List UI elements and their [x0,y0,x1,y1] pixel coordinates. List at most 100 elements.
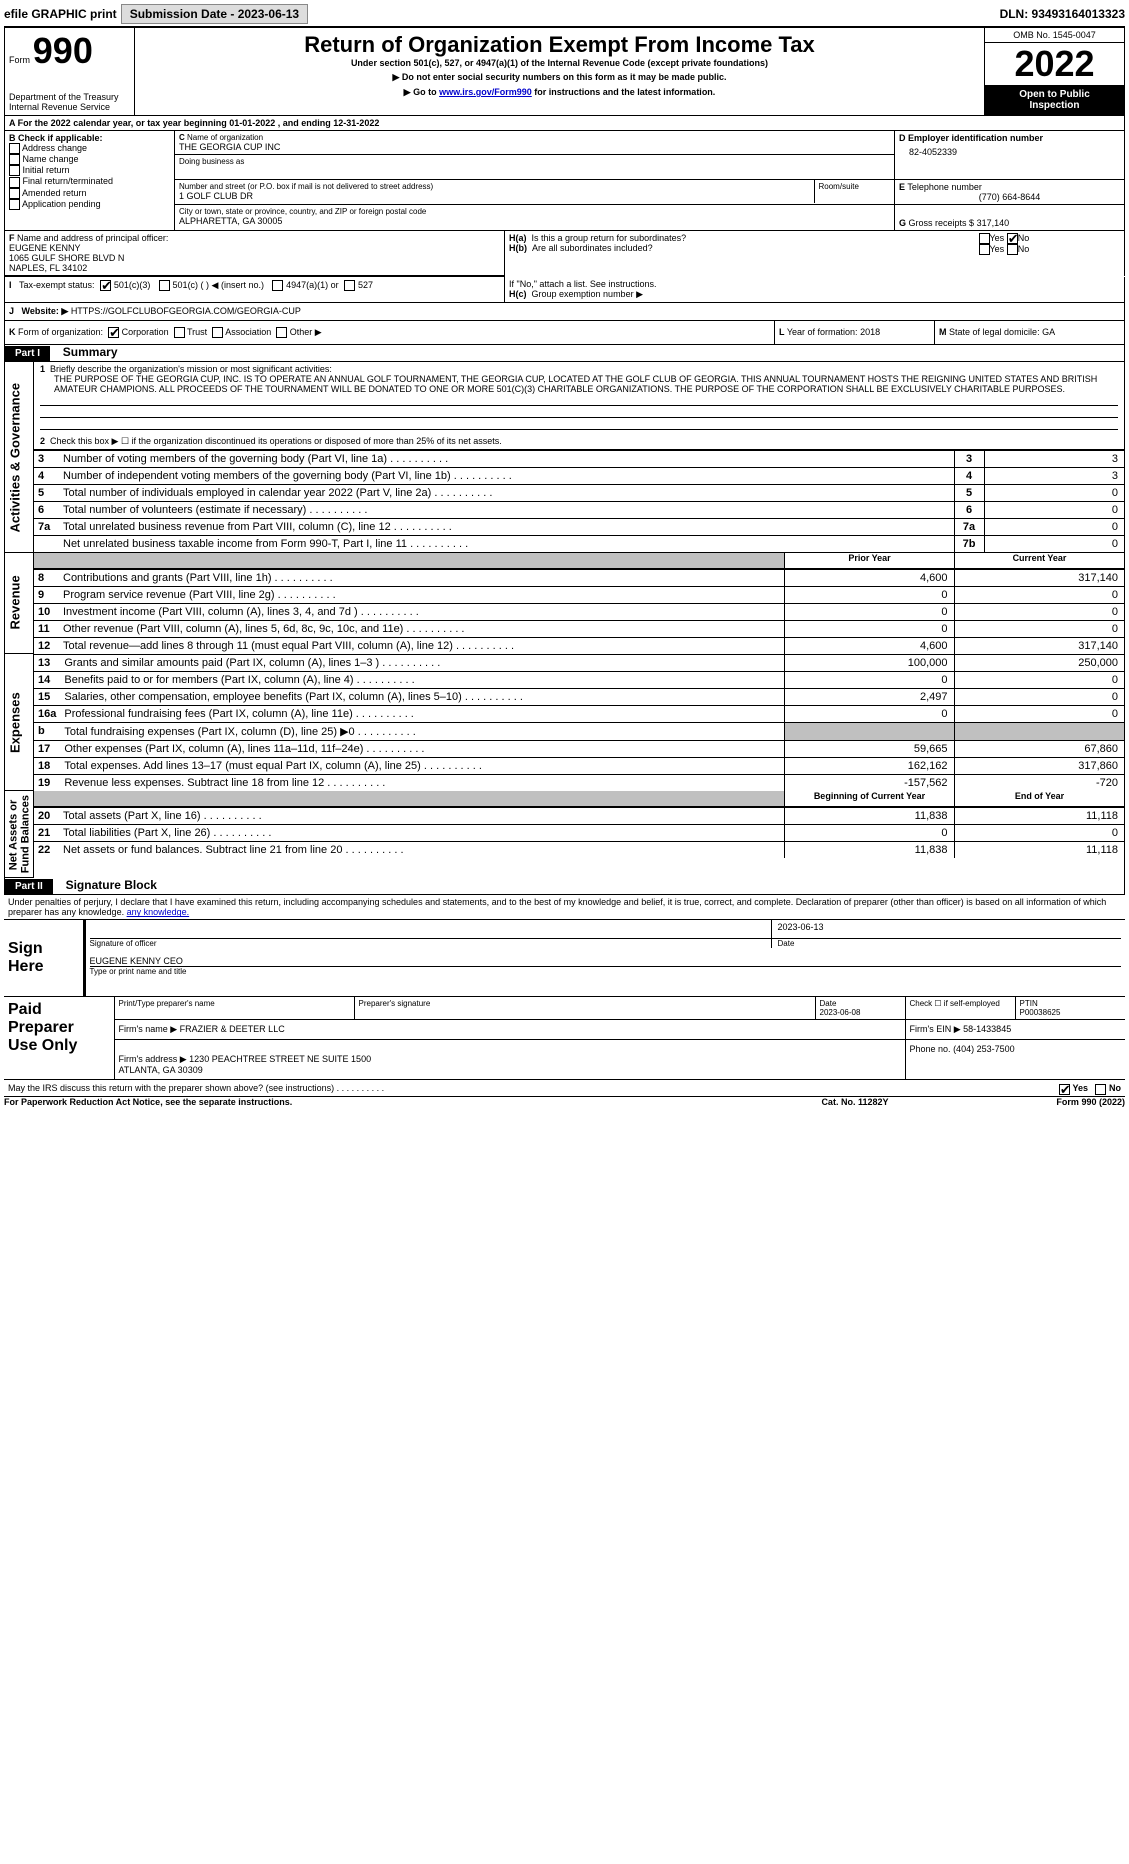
paid-preparer-block: Paid Preparer Use Only Print/Type prepar… [4,997,1125,1080]
table-row: 4 Number of independent voting members o… [34,467,1124,484]
dept-label: Department of the Treasury Internal Reve… [9,92,130,112]
501c-check[interactable] [159,280,170,291]
sign-here-label: Sign Here [4,920,84,997]
line-a: A For the 2022 calendar year, or tax yea… [4,116,1125,131]
4947-check[interactable] [272,280,283,291]
officer-addr1: 1065 GULF SHORE BLVD N [9,253,500,263]
irs-link[interactable]: www.irs.gov/Form990 [439,87,532,97]
table-row: 17 Other expenses (Part IX, column (A), … [34,740,1124,757]
b-opt-5[interactable]: Application pending [9,199,170,210]
note2-pre: ▶ Go to [404,87,439,97]
part1-body: Activities & Governance 1 Briefly descri… [4,362,1125,879]
tax-year: 2022 [985,43,1124,85]
ptin: P00038625 [1020,1008,1061,1017]
officer-sig-name: EUGENE KENNY CEO [90,948,1122,967]
table-row: 15 Salaries, other compensation, employe… [34,688,1124,705]
b-opt-3[interactable]: Final return/terminated [9,176,170,187]
side-revenue: Revenue [5,552,34,654]
self-emp[interactable]: Check ☐ if self-employed [905,997,1015,1020]
ha-yesno[interactable]: Yes No [979,233,1121,244]
paid-label: Paid Preparer Use Only [4,997,114,1080]
topbar: efile GRAPHIC print Submission Date - 20… [4,4,1125,27]
b-opt-0[interactable]: Address change [9,143,170,154]
assoc-check[interactable] [212,327,223,338]
g-label: Gross receipts $ [909,218,975,228]
phone-value: (770) 664-8644 [899,192,1120,202]
other-check[interactable] [276,327,287,338]
d-label: Employer identification number [908,133,1043,143]
form-subtitle: Under section 501(c), 527, or 4947(a)(1)… [143,58,976,68]
form-number: 990 [33,30,93,71]
dln-label: DLN: 93493164013323 [1000,7,1125,21]
side-governance: Activities & Governance [5,362,34,553]
trust-check[interactable] [174,327,185,338]
officer-name: EUGENE KENNY [9,243,500,253]
form-header: Form 990 Department of the Treasury Inte… [4,27,1125,116]
table-row: 18 Total expenses. Add lines 13–17 (must… [34,757,1124,774]
table-row: 6 Total number of volunteers (estimate i… [34,501,1124,518]
k-label: Form of organization: [18,327,103,337]
part2-header: Part II Signature Block [4,878,1125,895]
col-current: Current Year [955,552,1125,568]
table-row: 3 Number of voting members of the govern… [34,450,1124,467]
hb-label: Are all subordinates included? [532,243,653,253]
527-check[interactable] [344,280,355,291]
e-label: Telephone number [907,182,982,192]
discuss-no[interactable] [1095,1084,1106,1095]
org-name: THE GEORGIA CUP INC [179,142,890,152]
firm-phone: (404) 253-7500 [953,1044,1015,1054]
line-a-text: For the 2022 calendar year, or tax year … [18,118,380,128]
footer-right: Form 990 (2022) [944,1097,1125,1107]
table-row: b Total fundraising expenses (Part IX, c… [34,722,1124,740]
col-begin: Beginning of Current Year [785,791,955,807]
declaration: Under penalties of perjury, I declare th… [4,895,1125,920]
501c3-check[interactable] [100,280,111,291]
part1-header: Part I Summary [4,345,1125,362]
any-knowledge-link[interactable]: any knowledge. [127,907,190,917]
b-opt-2[interactable]: Initial return [9,165,170,176]
b-opt-4[interactable]: Amended return [9,188,170,199]
hb-note: If "No," attach a list. See instructions… [509,279,1120,289]
officer-addr2: NAPLES, FL 34102 [9,263,500,273]
table-row: 11 Other revenue (Part VIII, column (A),… [34,620,1124,637]
dba-label: Doing business as [179,157,890,166]
table-row: 9 Program service revenue (Part VIII, li… [34,586,1124,603]
form-label: Form [9,55,30,65]
table-row: 16a Professional fundraising fees (Part … [34,705,1124,722]
entity-block: B Check if applicable: Address change Na… [4,131,1125,231]
table-row: 7a Total unrelated business revenue from… [34,518,1124,535]
state-domicile: GA [1042,327,1055,337]
table-row: Net unrelated business taxable income fr… [34,535,1124,552]
footer: For Paperwork Reduction Act Notice, see … [4,1097,1125,1107]
note-1: ▶ Do not enter social security numbers o… [143,72,976,83]
discuss-line: May the IRS discuss this return with the… [4,1080,1125,1097]
prep-name-label: Print/Type preparer's name [114,997,354,1020]
discuss-yes[interactable] [1059,1084,1070,1095]
corp-check[interactable] [108,327,119,338]
line-j: J Website: ▶ HTTPS://GOLFCLUBOFGEORGIA.C… [4,303,1125,321]
note2-post: for instructions and the latest informat… [532,87,716,97]
table-row: 20 Total assets (Part X, line 16) 11,838… [34,808,1124,825]
side-expenses: Expenses [5,654,34,791]
ein-value: 82-4052339 [899,143,1120,161]
f-label: Name and address of principal officer: [17,233,168,243]
website-value: HTTPS://GOLFCLUBOFGEORGIA.COM/GEORGIA-CU… [71,306,301,316]
table-row: 12 Total revenue—add lines 8 through 11 … [34,637,1124,654]
open-inspection: Open to Public Inspection [985,85,1124,115]
firm-ein: 58-1433845 [963,1024,1011,1034]
col-end: End of Year [955,791,1125,807]
b-opt-1[interactable]: Name change [9,154,170,165]
side-netassets: Net Assets or Fund Balances [5,791,34,878]
table-row: 13 Grants and similar amounts paid (Part… [34,654,1124,671]
submission-date-btn[interactable]: Submission Date - 2023-06-13 [121,4,308,24]
hb-yesno[interactable]: Yes No [979,244,1121,255]
addr-label: Number and street (or P.O. box if mail i… [179,182,810,191]
l1-label: Briefly describe the organization's miss… [50,364,332,374]
i-block: I Tax-exempt status: 501(c)(3) 501(c) ( … [4,276,1125,303]
room-label: Room/suite [819,182,891,191]
klm-block: K Form of organization: Corporation Trus… [4,321,1125,345]
city-label: City or town, state or province, country… [179,207,890,216]
sig-date: 2023-06-13 [771,920,1121,938]
table-row: 10 Investment income (Part VIII, column … [34,603,1124,620]
table-row: 21 Total liabilities (Part X, line 26) 0… [34,825,1124,842]
